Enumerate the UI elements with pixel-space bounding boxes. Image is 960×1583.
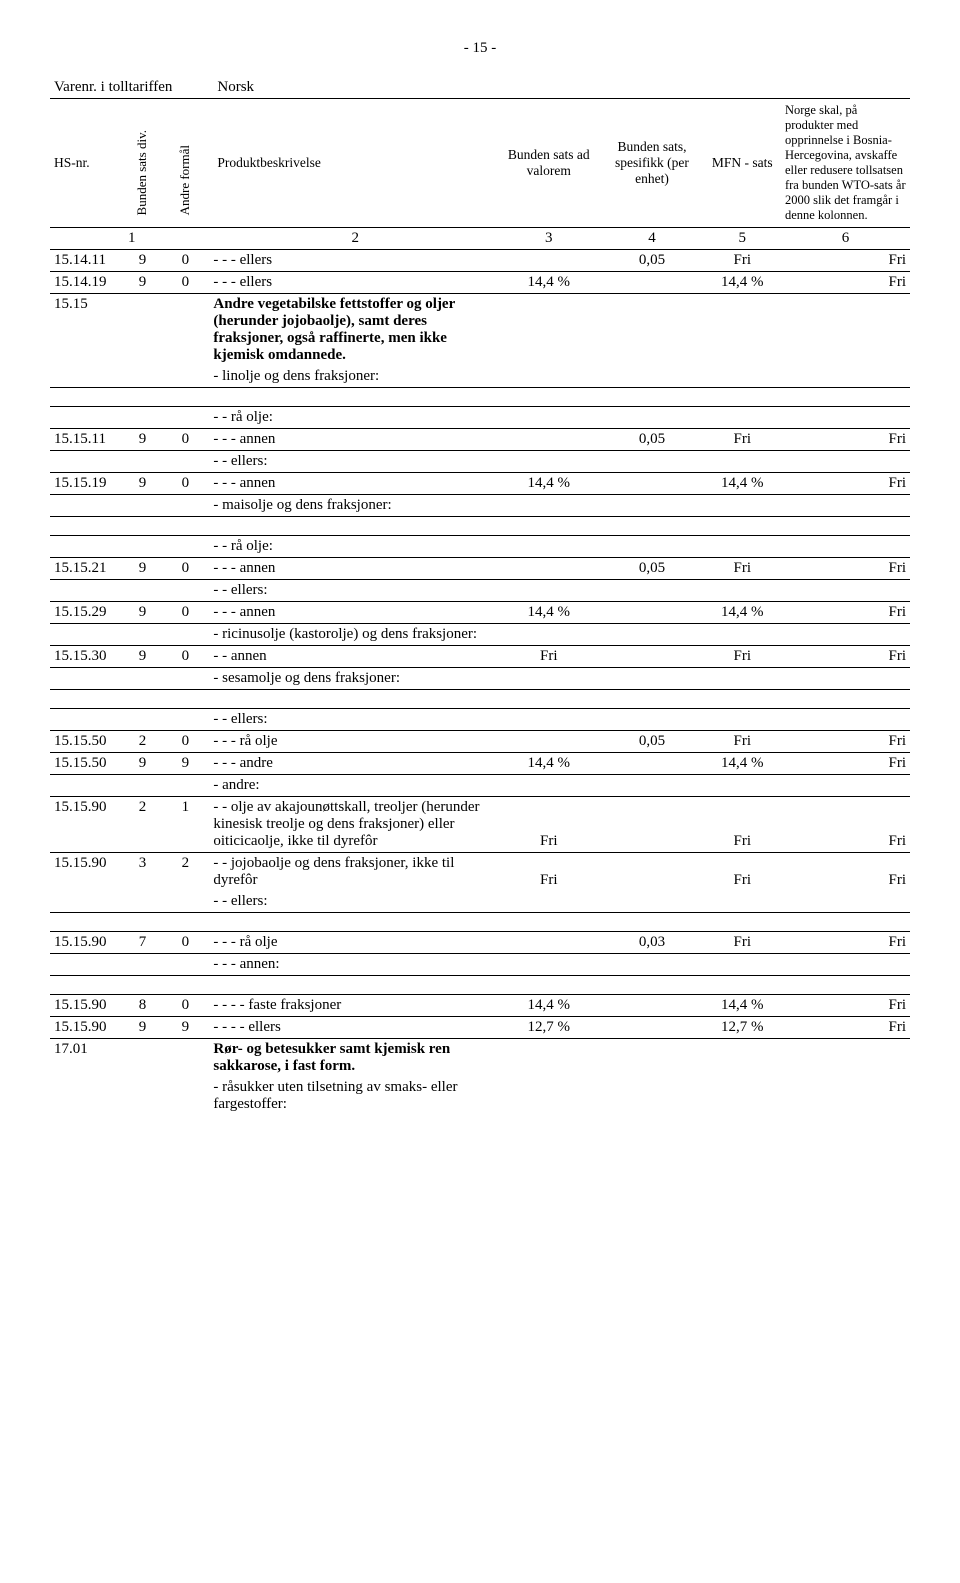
hdr-norsk: Norsk [213, 77, 497, 99]
table-subrow: - maisolje og dens fraksjoner: [50, 495, 910, 517]
table-row: 15.15.1190- - - annen0,05FriFri [50, 429, 910, 451]
table-subrow: - - ellers: [50, 451, 910, 473]
table-row: 15.14.1190- - - ellers0,05FriFri [50, 250, 910, 272]
hdr-varenr: Varenr. i tolltariffen [50, 77, 213, 99]
table-subrow: - - ellers: [50, 580, 910, 602]
table-row: 15.14.1990- - - ellers14,4 %14,4 %Fri [50, 272, 910, 294]
table-subrow: - - ellers: [50, 709, 910, 731]
page-number: - 15 - [50, 40, 910, 57]
header-row-1: Varenr. i tolltariffenNorsk [50, 77, 910, 99]
hdr-bunden-spesifikk: Bunden sats, spesifikk (per enhet) [600, 99, 703, 228]
table-row: 15.15.1990- - - annen14,4 %14,4 %Fri [50, 473, 910, 495]
table-row: 15.15.9032- - jojobaolje og dens fraksjo… [50, 853, 910, 892]
gap-row [50, 517, 910, 536]
table-row: 15.15.9021- - olje av akajounøttskall, t… [50, 797, 910, 853]
header-row-2: HS-nr. Bunden sats div. Andre formål Produk… [50, 99, 910, 228]
hdr-produktbeskrivelse: Produktbeskrivelse [213, 99, 497, 228]
hdr-mfn: MFN - sats [704, 99, 781, 228]
hdr-norge-skal: Norge skal, på produkter med opprinnelse… [781, 99, 910, 228]
table-subrow: - andre: [50, 775, 910, 797]
hdr-bunden-ad-valorem: Bunden sats ad valorem [497, 99, 600, 228]
table-row: 15.15.5020- - - rå olje0,05FriFri [50, 731, 910, 753]
table-row: 15.15.9099- - - - ellers12,7 %12,7 %Fri [50, 1017, 910, 1039]
table-subrow: - - rå olje: [50, 407, 910, 429]
table-subrow: - - rå olje: [50, 536, 910, 558]
table-row: 15.15.2990- - - annen14,4 %14,4 %Fri [50, 602, 910, 624]
table-subrow: - råsukker uten tilsetning av smaks- ell… [50, 1077, 910, 1115]
table-subrow: - - - annen: [50, 954, 910, 976]
table-row: 15.15.2190- - - annen0,05FriFri [50, 558, 910, 580]
table-subrow: - linolje og dens fraksjoner: [50, 366, 910, 388]
table-subrow: - - ellers: [50, 891, 910, 913]
table-row: 15.15Andre vegetabilske fettstoffer og o… [50, 294, 910, 367]
gap-row [50, 976, 910, 995]
table-row: 15.15.9080- - - - faste fraksjoner14,4 %… [50, 995, 910, 1017]
hdr-bunden-div: Bunden sats div. [134, 126, 150, 219]
hdr-andre-formal: Andre formål [177, 141, 193, 219]
table-row: 17.01Rør- og betesukker samt kjemisk ren… [50, 1039, 910, 1078]
header-row-3: 123456 [50, 228, 910, 250]
hdr-hsnr: HS-nr. [50, 99, 127, 228]
table-subrow: - sesamolje og dens fraksjoner: [50, 668, 910, 690]
gap-row [50, 388, 910, 407]
gap-row [50, 690, 910, 709]
table-row: 15.15.9070- - - rå olje0,03FriFri [50, 932, 910, 954]
table-subrow: - ricinusolje (kastorolje) og dens fraks… [50, 624, 910, 646]
tariff-table: Varenr. i tolltariffenNorskHS-nr.Bunden … [50, 77, 910, 1115]
table-row: 15.15.5099- - - andre14,4 %14,4 %Fri [50, 753, 910, 775]
table-row: 15.15.3090- - annenFriFriFri [50, 646, 910, 668]
gap-row [50, 913, 910, 932]
